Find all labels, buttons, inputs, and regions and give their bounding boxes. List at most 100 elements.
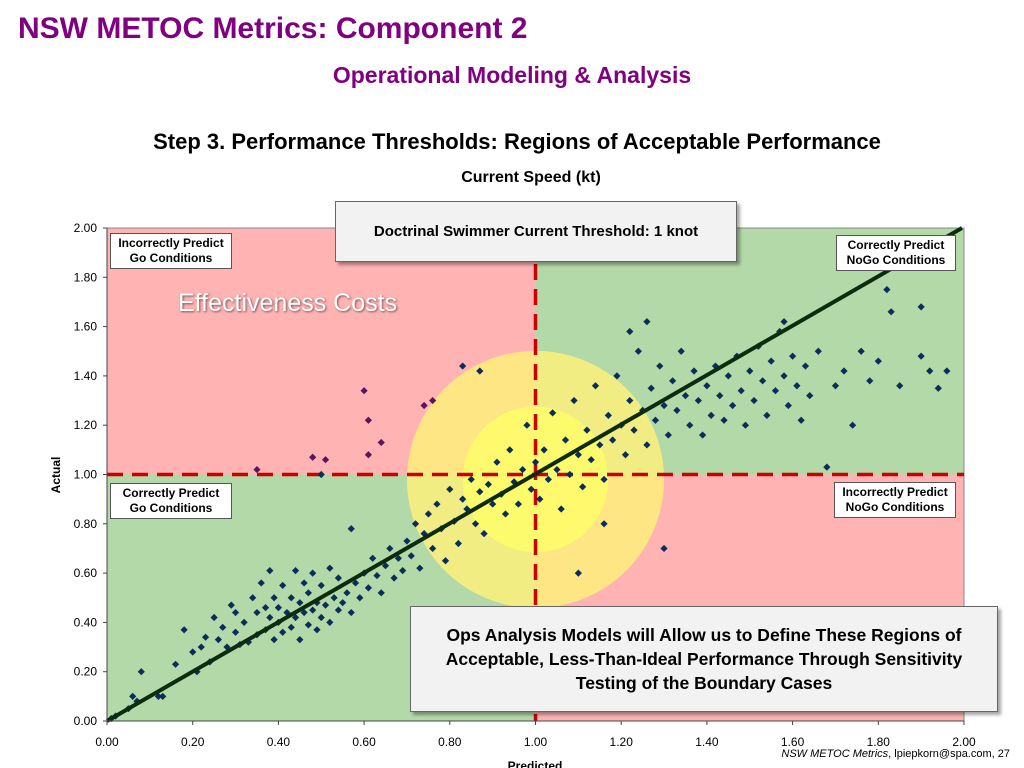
data-point	[249, 594, 257, 602]
data-point	[304, 589, 312, 597]
data-point	[446, 485, 454, 493]
data-point	[883, 286, 891, 294]
data-point	[373, 571, 381, 580]
data-point	[420, 530, 428, 538]
data-point	[549, 409, 557, 417]
data-point	[493, 458, 501, 466]
data-point	[386, 544, 394, 553]
data-point	[600, 520, 608, 528]
data-point	[767, 357, 775, 365]
data-point	[630, 426, 638, 434]
x-tick-label: 0.00	[95, 735, 119, 749]
footer-italic: NSW METOC Metrics	[781, 748, 889, 760]
data-point	[686, 421, 694, 429]
data-point	[171, 660, 180, 668]
data-point	[840, 367, 848, 375]
data-point	[266, 613, 274, 622]
x-tick-label: 2.00	[952, 735, 976, 749]
data-point	[270, 636, 278, 644]
data-point	[887, 308, 895, 316]
data-point	[291, 567, 300, 575]
data-point	[540, 446, 548, 454]
quadrant-label-bottom-left: Correctly Predict Go Conditions	[110, 483, 232, 519]
data-point	[527, 485, 535, 493]
y-tick-label: 1.80	[74, 270, 98, 284]
x-axis-label: Predicted	[508, 759, 563, 768]
data-point	[416, 564, 424, 572]
data-point	[707, 411, 715, 419]
data-point	[729, 401, 737, 410]
data-point	[364, 584, 372, 592]
data-point	[866, 377, 874, 385]
threshold-callout: Doctrinal Swimmer Current Threshold: 1 k…	[335, 201, 737, 262]
y-tick-label: 2.00	[74, 221, 98, 235]
data-point	[403, 537, 411, 545]
data-point	[334, 606, 342, 614]
quadrant-label-top-right: Correctly Predict NoGo Conditions	[836, 235, 956, 271]
data-point	[129, 692, 137, 700]
data-point	[279, 581, 287, 590]
x-tick-label: 0.40	[267, 735, 291, 749]
data-point	[831, 382, 840, 390]
data-point	[193, 668, 201, 676]
data-point	[334, 574, 342, 582]
effectiveness-costs-label: Effectiveness Costs	[178, 289, 398, 317]
data-point	[643, 441, 651, 449]
quadrant-label-bottom-right: Incorrectly Predict NoGo Conditions	[834, 482, 956, 518]
data-point	[566, 470, 574, 479]
data-point	[424, 510, 432, 518]
data-point	[309, 569, 317, 577]
data-point	[690, 367, 698, 375]
data-point	[699, 431, 707, 439]
data-point	[724, 372, 732, 380]
data-point	[600, 475, 608, 484]
y-tick-label: 0.80	[74, 517, 98, 531]
y-tick-label: 0.40	[74, 615, 98, 629]
data-point	[189, 648, 197, 656]
data-point	[544, 475, 552, 484]
data-point	[561, 436, 570, 444]
data-point	[694, 396, 702, 405]
y-tick-label: 1.20	[74, 418, 98, 432]
data-point	[201, 633, 210, 641]
data-point	[604, 411, 612, 419]
data-point	[347, 608, 355, 617]
data-point	[296, 599, 304, 607]
data-point	[304, 621, 312, 629]
data-point	[583, 426, 591, 434]
data-point	[716, 392, 724, 400]
y-axis-label: Actual	[49, 457, 63, 494]
data-point	[270, 594, 278, 602]
y-tick-label: 0.20	[74, 665, 98, 679]
x-tick-label: 1.80	[867, 735, 891, 749]
data-point	[501, 510, 510, 518]
data-point	[253, 465, 261, 474]
data-point	[159, 692, 167, 700]
data-point	[279, 628, 287, 636]
data-point	[377, 438, 385, 447]
footer-rest: , lpiepkorn@spa.com, 27	[888, 748, 1010, 760]
data-point	[214, 636, 223, 644]
data-point	[626, 327, 634, 336]
data-point	[296, 636, 304, 644]
data-point	[360, 387, 368, 395]
data-point	[381, 562, 390, 570]
data-point	[411, 520, 420, 528]
data-point	[351, 579, 360, 587]
data-point	[613, 372, 621, 380]
data-point	[656, 362, 664, 370]
data-point	[407, 552, 415, 560]
data-point	[484, 480, 492, 488]
data-point	[257, 579, 265, 587]
data-point	[574, 451, 582, 459]
data-point	[476, 367, 484, 375]
data-point	[356, 594, 364, 602]
data-points	[107, 286, 951, 723]
data-point	[647, 384, 655, 392]
data-point	[459, 495, 467, 503]
data-point	[643, 318, 651, 326]
data-point	[591, 382, 600, 390]
data-point	[476, 488, 484, 496]
data-point	[480, 530, 488, 538]
ops-analysis-callout: Ops Analysis Models will Allow us to Def…	[410, 606, 998, 712]
